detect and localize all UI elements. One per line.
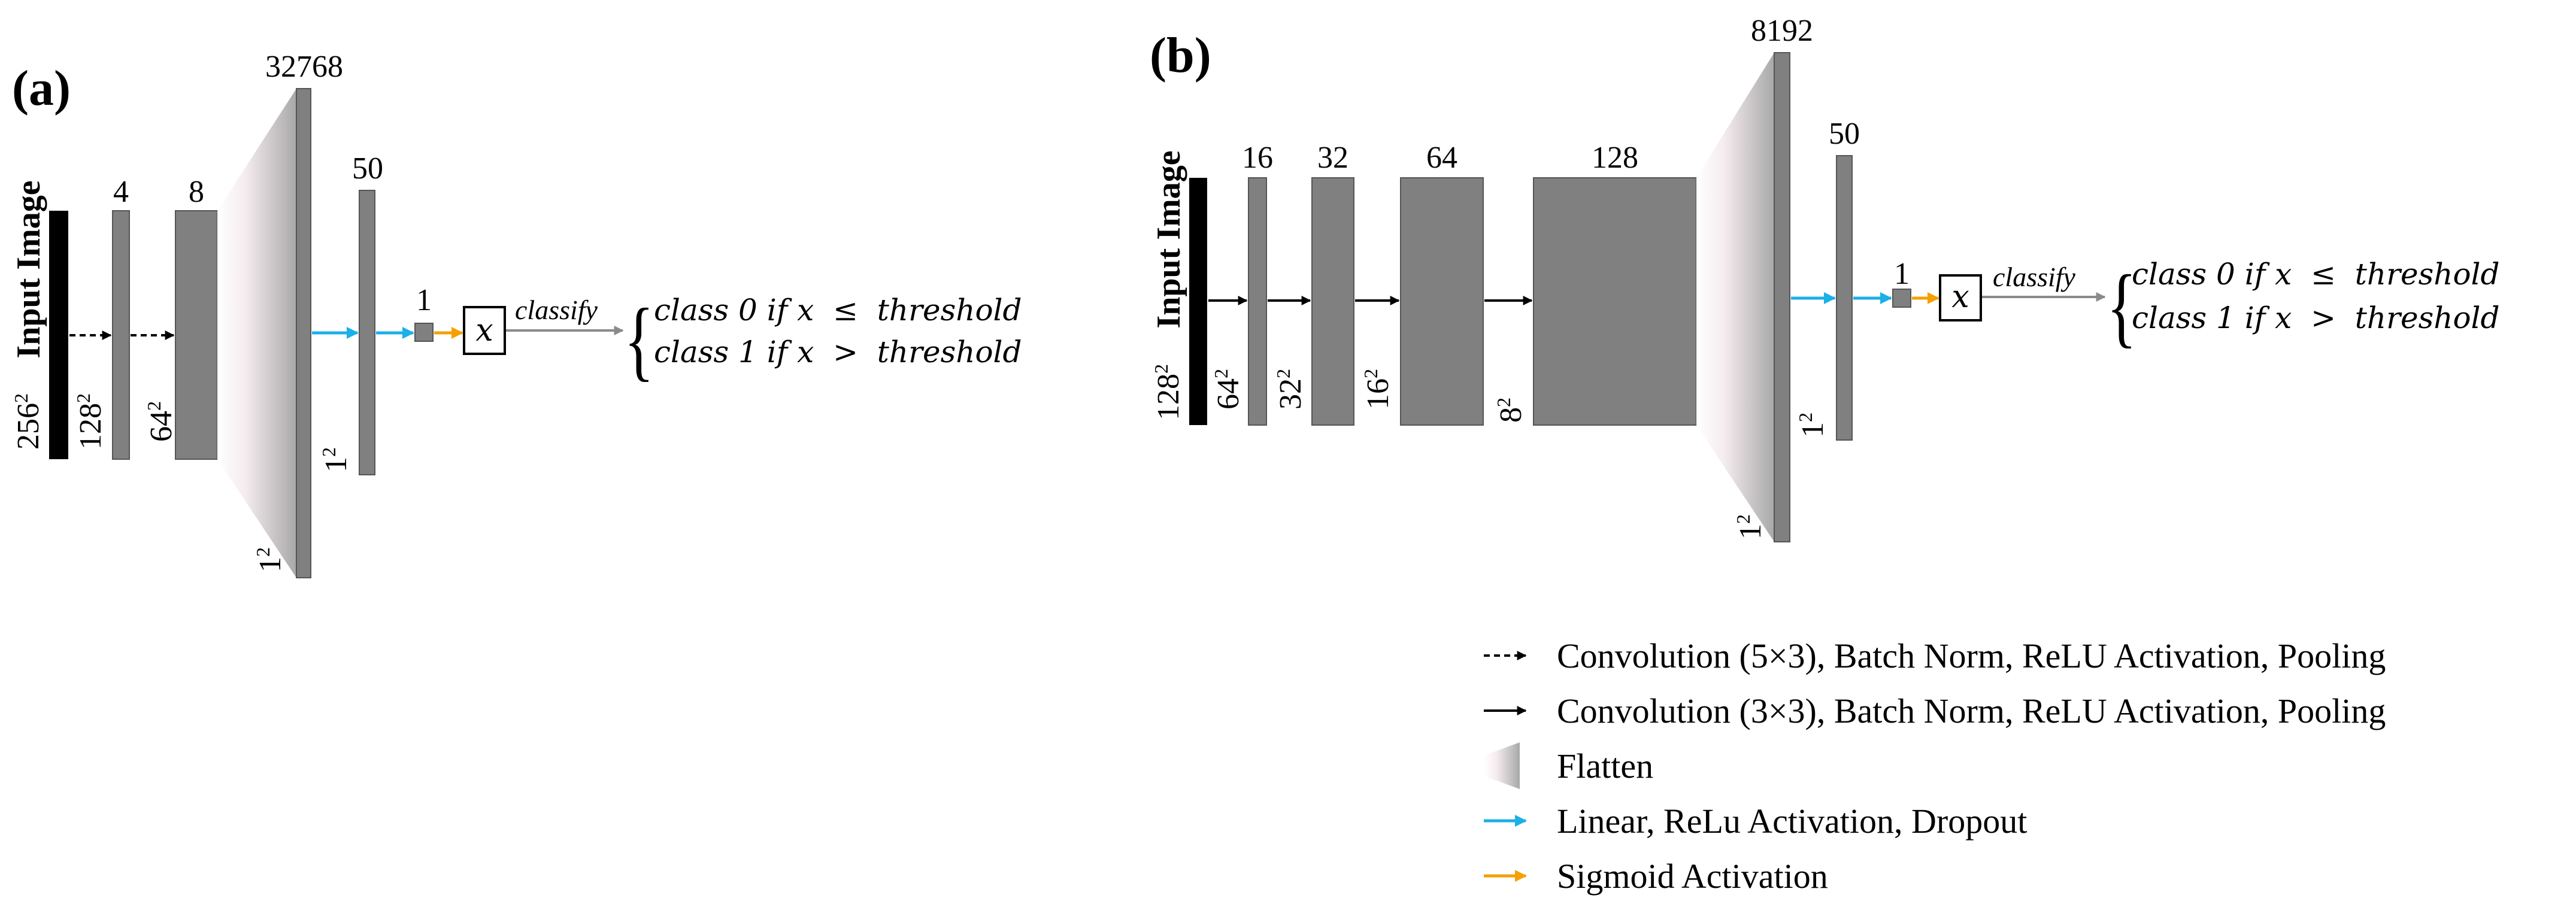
panel-a-output-units: 1 [416,283,432,317]
panel-a-input-label: Input Image [10,180,47,358]
legend-item-conv5x3: Convolution (5×3), Batch Norm, ReLU Acti… [1557,636,2386,675]
panel-a-linear-units: 50 [352,151,383,186]
panel-a-linear-size: 12 [318,447,353,472]
legend-flatten-icon [1484,742,1520,789]
panel-b-label: (b) [1150,28,1211,83]
panel-a-input-image-bar [49,211,68,459]
panel-a-label: (a) [12,60,71,116]
panel-b-input-size: 1282 [1150,364,1186,420]
legend-item-linear: Linear, ReLu Activation, Dropout [1557,802,2027,841]
panel-b-conv-layer-3 [1400,177,1484,426]
panel-a-input-size: 2562 [10,393,46,450]
panel-a-flatten-layer [296,88,311,578]
panel-b-input-image-bar [1189,178,1207,425]
panel-b-output-box [1939,274,1982,321]
panel-b-input-label: Input Image [1150,150,1187,328]
panel-b-brace-icon: { [2107,257,2136,357]
panel-b-classify-label: classify [1993,262,2076,292]
panel-b-flatten-layer [1774,52,1790,542]
panel-a-rule-class1: class 1 if x > threshold [654,335,1022,369]
panel-a-brace-icon: { [624,291,654,390]
panel-b-conv-layer-3-channels: 64 [1426,141,1457,175]
panel-b-conv-layer-2 [1311,177,1354,426]
panel-b-linear-units: 50 [1829,117,1860,151]
panel-b-conv-layer-1-size: 642 [1210,369,1245,410]
panel-a-output-neuron [414,323,434,342]
panel-b-rule-class0: class 0 if x ≤ threshold [2132,257,2500,292]
panel-b-output-var: x [1951,279,1969,315]
panel-b-flatten-trapezoid [1696,53,1774,542]
panel-b-output-units: 1 [1894,257,1910,291]
panel-a-conv-layer-2-channels: 8 [189,175,204,209]
panel-b-conv-layer-4-size: 82 [1493,398,1528,423]
panel-a-flatten-size: 12 [252,547,287,572]
legend: Convolution (5×3), Batch Norm, ReLU Acti… [1484,636,2386,896]
panel-a-classify-label: classify [515,295,598,325]
panel-a-conv-layer-1 [112,210,130,460]
panel-b-conv-layer-2-size: 322 [1272,369,1308,410]
panel-a-flatten-trapezoid [217,89,296,578]
panel-a-output-var: x [475,313,493,348]
panel-a-conv-layer-2 [175,210,218,460]
panel-a-conv-layer-2-size: 642 [143,401,178,442]
panel-a: (a) Input Image 2562 4 1282 8 642 32768 … [10,50,1022,578]
panel-b-conv-layer-1 [1248,177,1267,426]
panel-b-rule-class1: class 1 if x > threshold [2132,301,2500,335]
panel-b-linear-size: 12 [1795,412,1830,438]
legend-item-conv3x3: Convolution (3×3), Batch Norm, ReLU Acti… [1557,691,2386,730]
panel-a-output-box [463,306,506,355]
panel-a-rule-class0: class 0 if x ≤ threshold [654,293,1022,327]
panel-b-conv-layer-3-size: 162 [1360,369,1395,410]
panel-b-conv-layer-2-channels: 32 [1317,141,1348,175]
panel-b-linear-layer [1836,155,1853,441]
panel-b-flatten-size: 12 [1732,514,1768,539]
panel-b-output-neuron [1892,289,1911,308]
panel-a-linear-layer [359,190,375,475]
panel-a-conv-layer-1-size: 1282 [72,393,108,450]
panel-b-conv-layer-4-channels: 128 [1592,141,1638,175]
legend-item-flatten: Flatten [1557,747,1653,785]
panel-b-conv-layer-1-channels: 16 [1242,141,1273,175]
legend-item-sigmoid: Sigmoid Activation [1557,857,1828,896]
panel-a-flatten-units: 32768 [265,50,343,84]
panel-b-conv-layer-4 [1533,177,1697,426]
panel-b: (b) Input Image 1282 16 642 32 322 64 16… [1150,14,2500,542]
panel-b-flatten-units: 8192 [1751,14,1813,48]
panel-a-conv-layer-1-channels: 4 [113,175,129,209]
